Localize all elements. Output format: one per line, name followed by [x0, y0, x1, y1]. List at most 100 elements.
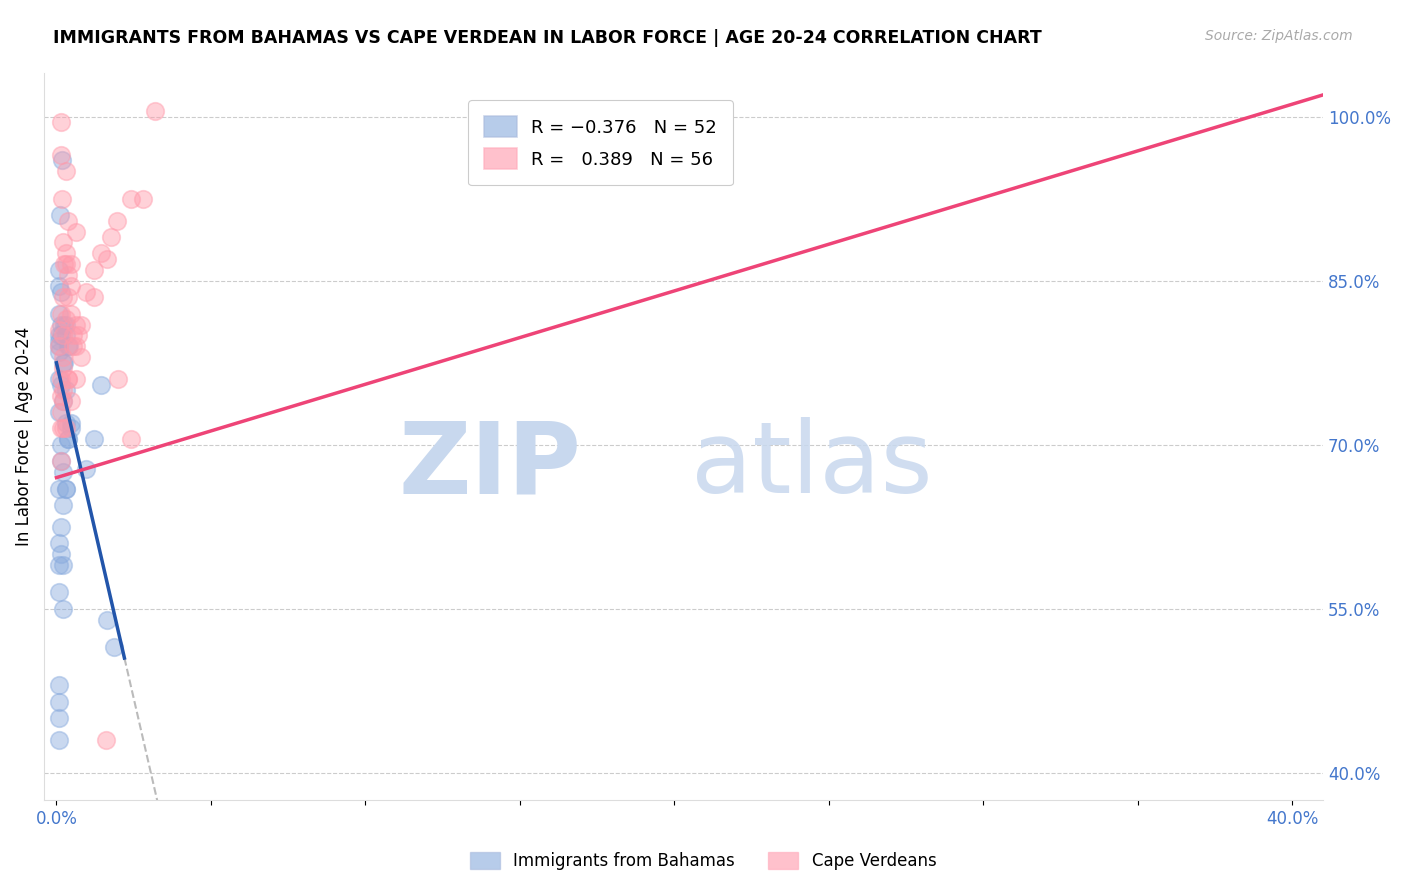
Point: [58, 290, 80, 304]
Point: [67, 328, 90, 343]
Point: [48, 695, 70, 709]
Text: IMMIGRANTS FROM BAHAMAS VS CAPE VERDEAN IN LABOR FORCE | AGE 20-24 CORRELATION C: IMMIGRANTS FROM BAHAMAS VS CAPE VERDEAN …: [53, 29, 1042, 47]
Point: [49, 454, 72, 468]
Point: [60, 421, 83, 435]
Point: [53, 356, 76, 370]
Point: [52, 328, 75, 343]
Legend: R = −0.376   N = 52, R =   0.389   N = 56: R = −0.376 N = 52, R = 0.389 N = 56: [468, 100, 733, 186]
Point: [83, 262, 105, 277]
Point: [55, 257, 77, 271]
Point: [52, 235, 75, 250]
Point: [62, 339, 84, 353]
Point: [49, 547, 72, 561]
Point: [58, 433, 80, 447]
Point: [48, 711, 70, 725]
Point: [55, 312, 77, 326]
Point: [49, 405, 72, 419]
Point: [94, 733, 117, 747]
Point: [48, 339, 70, 353]
Point: [96, 252, 118, 266]
Point: [48, 339, 70, 353]
Point: [48, 678, 70, 692]
Point: [55, 482, 77, 496]
Point: [49, 318, 72, 332]
Point: [62, 328, 84, 343]
Point: [48, 585, 70, 599]
Point: [55, 383, 77, 397]
Point: [49, 388, 72, 402]
Point: [48, 262, 70, 277]
Point: [132, 192, 155, 206]
Point: [52, 558, 75, 573]
Point: [49, 115, 72, 129]
Point: [65, 339, 87, 353]
Point: [58, 213, 80, 227]
Y-axis label: In Labor Force | Age 20-24: In Labor Force | Age 20-24: [15, 327, 32, 546]
Point: [52, 394, 75, 409]
Point: [100, 230, 122, 244]
Point: [52, 465, 75, 479]
Point: [51, 192, 73, 206]
Legend: Immigrants from Bahamas, Cape Verdeans: Immigrants from Bahamas, Cape Verdeans: [463, 845, 943, 877]
Point: [58, 372, 80, 386]
Point: [83, 290, 105, 304]
Point: [55, 482, 77, 496]
Point: [52, 351, 75, 365]
Point: [55, 421, 77, 435]
Text: atlas: atlas: [690, 417, 932, 514]
Point: [49, 372, 72, 386]
Point: [48, 279, 70, 293]
Point: [51, 153, 73, 168]
Point: [58, 372, 80, 386]
Point: [52, 361, 75, 376]
Point: [49, 421, 72, 435]
Point: [48, 328, 70, 343]
Point: [55, 246, 77, 260]
Point: [52, 498, 75, 512]
Point: [60, 394, 83, 409]
Point: [90, 377, 112, 392]
Point: [60, 416, 83, 430]
Point: [49, 285, 72, 299]
Point: [83, 433, 105, 447]
Point: [60, 257, 83, 271]
Point: [48, 307, 70, 321]
Point: [52, 383, 75, 397]
Point: [48, 208, 70, 222]
Point: [53, 318, 76, 332]
Point: [105, 213, 128, 227]
Point: [48, 405, 70, 419]
Point: [90, 246, 112, 260]
Point: [48, 733, 70, 747]
Point: [49, 148, 72, 162]
Point: [120, 433, 142, 447]
Point: [55, 416, 77, 430]
Point: [58, 433, 80, 447]
Point: [49, 328, 72, 343]
Point: [48, 344, 70, 359]
Point: [58, 339, 80, 353]
Point: [60, 279, 83, 293]
Point: [120, 192, 142, 206]
Point: [96, 613, 118, 627]
Point: [55, 318, 77, 332]
Point: [55, 164, 77, 178]
Text: ZIP: ZIP: [398, 417, 581, 514]
Point: [58, 268, 80, 283]
Point: [52, 356, 75, 370]
Point: [52, 290, 75, 304]
Point: [48, 334, 70, 348]
Point: [69, 318, 91, 332]
Point: [58, 339, 80, 353]
Point: [69, 351, 91, 365]
Point: [48, 372, 70, 386]
Point: [60, 307, 83, 321]
Point: [53, 257, 76, 271]
Point: [103, 640, 125, 654]
Point: [49, 454, 72, 468]
Point: [48, 482, 70, 496]
Point: [48, 536, 70, 550]
Point: [49, 438, 72, 452]
Point: [107, 372, 129, 386]
Point: [55, 328, 77, 343]
